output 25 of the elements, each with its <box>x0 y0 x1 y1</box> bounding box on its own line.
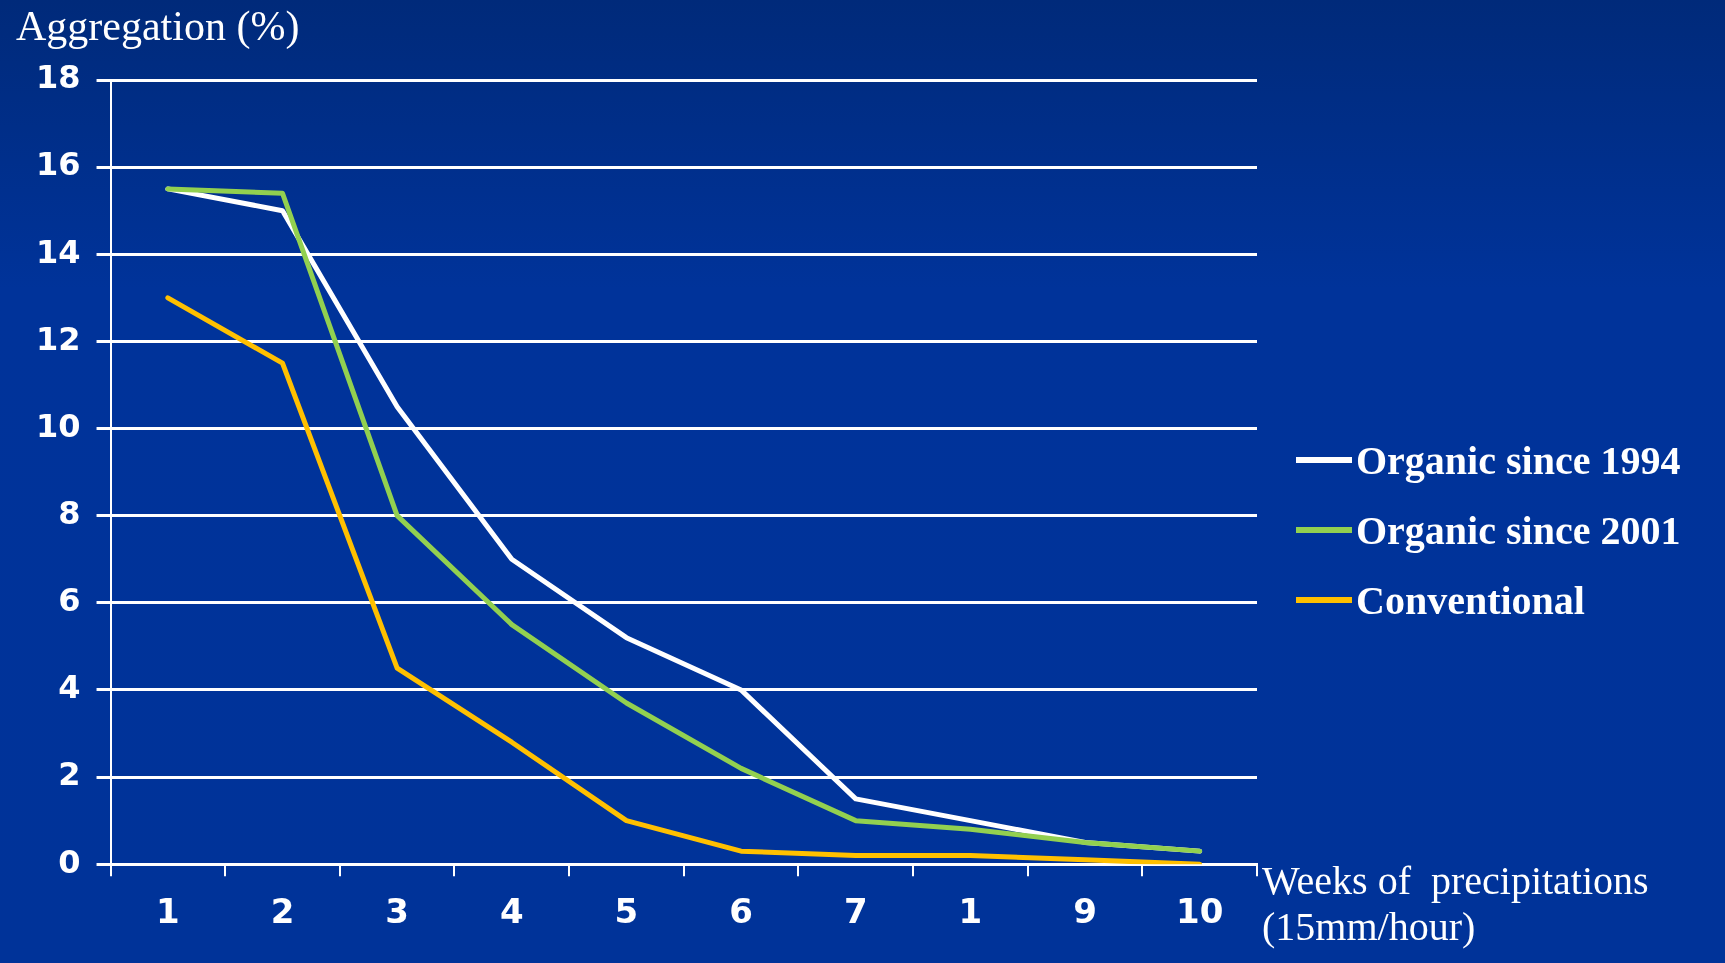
x-tick-label: 5 <box>614 891 639 932</box>
x-axis-title: Weeks of precipitations (15mm/hour) <box>1262 858 1649 950</box>
y-tick-label: 16 <box>36 145 81 184</box>
legend-label: Organic since 1994 <box>1356 436 1681 484</box>
y-tick-label: 6 <box>58 581 81 620</box>
x-tick-label: 1 <box>156 891 180 932</box>
x-tick-label: 1 <box>958 891 983 932</box>
legend-label: Conventional <box>1356 576 1585 624</box>
y-tick-label: 2 <box>58 755 81 794</box>
x-tick-label: 7 <box>843 891 868 932</box>
x-tick-label: 2 <box>270 891 295 932</box>
x-tick-label: 3 <box>385 891 409 932</box>
x-tick-label: 6 <box>729 891 753 932</box>
y-tick-label: 10 <box>36 406 81 445</box>
legend-label: Organic since 2001 <box>1356 506 1681 554</box>
y-tick-label: 14 <box>36 232 81 271</box>
x-tick-label: 9 <box>1073 891 1097 932</box>
y-tick-label: 18 <box>36 58 81 97</box>
y-axis-title: Aggregation (%) <box>16 2 300 50</box>
y-tick-label: 0 <box>58 842 81 881</box>
y-tick-label: 12 <box>36 319 81 358</box>
x-tick-label: 10 <box>1176 891 1224 932</box>
x-tick-label: 4 <box>499 891 524 932</box>
y-tick-label: 4 <box>58 668 81 707</box>
y-tick-label: 8 <box>58 493 81 532</box>
